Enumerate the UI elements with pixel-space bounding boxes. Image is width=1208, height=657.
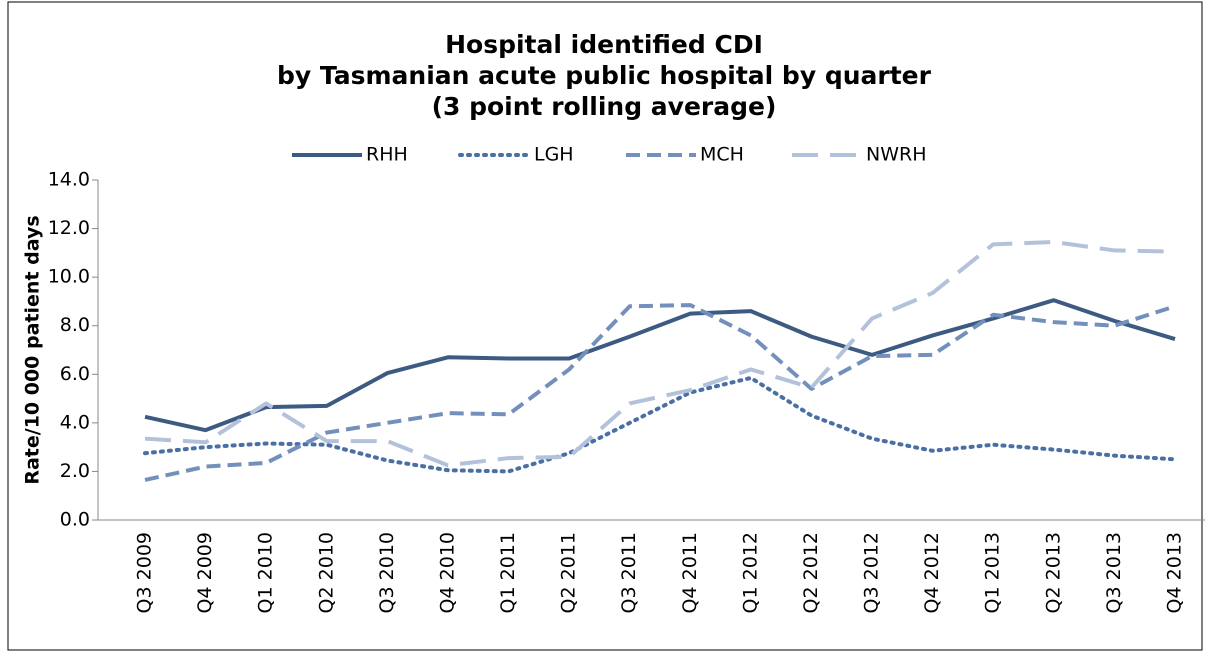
x-tick-label: Q3 2011 — [618, 532, 640, 613]
y-tick-label: 8.0 — [60, 314, 90, 336]
x-tick-label: Q3 2010 — [376, 532, 398, 613]
x-tick-label: Q1 2010 — [255, 532, 277, 613]
x-tick-label: Q4 2013 — [1164, 532, 1186, 613]
series-line — [143, 375, 1177, 474]
x-tick-label: Q3 2009 — [134, 532, 156, 613]
y-tick-label: 2.0 — [60, 460, 90, 482]
x-tick-label: Q2 2010 — [315, 532, 337, 613]
y-tick-label: 14.0 — [48, 169, 90, 191]
chart-title: Hospital identified CDI — [445, 30, 763, 59]
chart-title: (3 point rolling average) — [432, 92, 777, 121]
x-tick-label: Q1 2012 — [739, 532, 761, 613]
x-tick-label: Q1 2013 — [982, 532, 1004, 613]
y-tick-label: 4.0 — [60, 411, 90, 433]
x-tick-label: Q1 2011 — [497, 532, 519, 613]
x-tick-label: Q3 2013 — [1103, 532, 1125, 613]
x-tick-label: Q4 2010 — [436, 532, 458, 613]
chart-title: by Tasmanian acute public hospital by qu… — [277, 61, 932, 90]
legend-label: LGH — [534, 144, 574, 166]
x-tick-label: Q4 2012 — [921, 532, 943, 613]
y-tick-label: 10.0 — [48, 266, 90, 288]
y-tick-label: 12.0 — [48, 217, 90, 239]
x-tick-label: Q2 2013 — [1042, 532, 1064, 613]
legend-label: MCH — [700, 144, 744, 166]
y-tick-label: 0.0 — [60, 509, 90, 531]
legend-label: NWRH — [866, 144, 927, 166]
y-axis-title: Rate/10 000 patient days — [22, 215, 44, 484]
x-tick-label: Q2 2011 — [558, 532, 580, 613]
x-tick-label: Q2 2012 — [800, 532, 822, 613]
y-tick-label: 6.0 — [60, 363, 90, 385]
series-line — [144, 239, 1176, 468]
x-tick-label: Q4 2011 — [679, 532, 701, 613]
x-tick-label: Q4 2009 — [194, 532, 216, 613]
chart-frame — [7, 1, 1203, 651]
legend-label: RHH — [366, 144, 408, 166]
x-tick-label: Q3 2012 — [861, 532, 883, 613]
series-line — [144, 303, 1176, 482]
